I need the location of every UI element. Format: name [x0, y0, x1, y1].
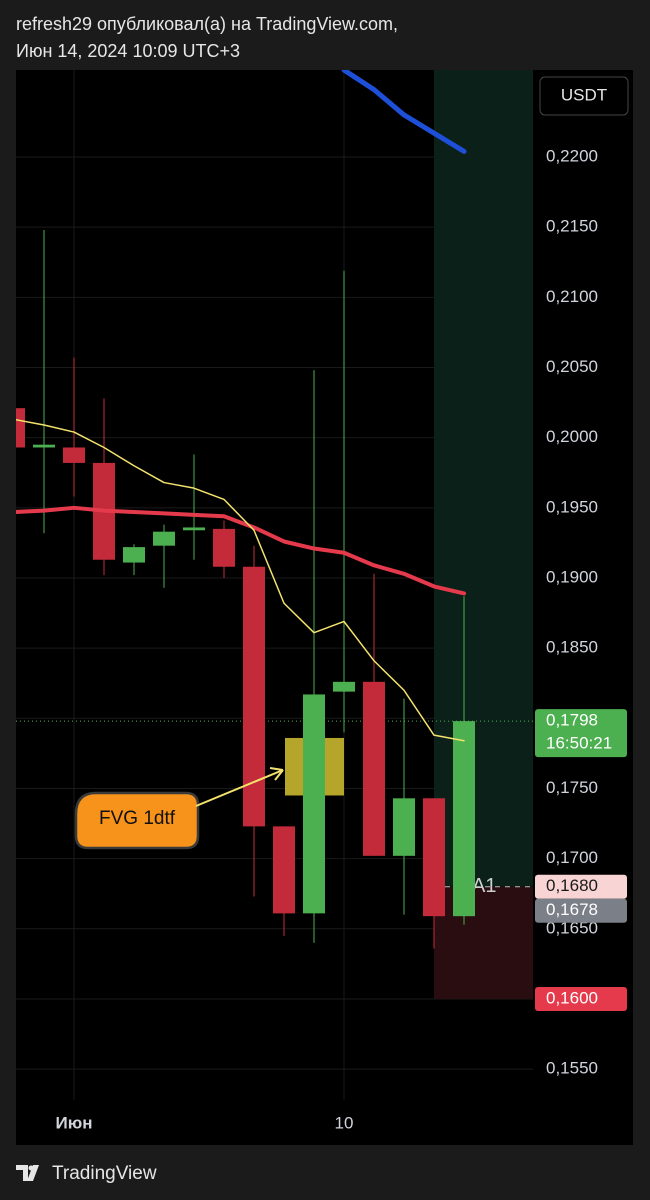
chart-frame — [16, 70, 633, 1145]
candle-body — [183, 527, 205, 531]
candle-body — [453, 721, 475, 917]
y-tick-label: 0,2200 — [546, 146, 598, 165]
level-label: A1 — [472, 875, 496, 897]
x-tick-label: Июн — [55, 1113, 92, 1132]
y-tick-label: 0,2150 — [546, 217, 598, 236]
date-line: Июн 14, 2024 10:09 UTC+3 — [16, 41, 240, 61]
profit-zone — [434, 70, 533, 887]
logo-dot — [28, 1165, 34, 1171]
ma-line — [16, 419, 465, 742]
brand: TradingView — [52, 1163, 157, 1184]
ma-line — [341, 70, 467, 154]
y-tick-label: 0,2100 — [546, 287, 598, 306]
price-tag — [535, 898, 627, 923]
x-tick-label: 10 — [335, 1113, 354, 1132]
candle-body — [16, 408, 25, 448]
price-tag-label: 0,1798 — [546, 711, 598, 730]
candle-body — [123, 547, 145, 563]
ma-line — [16, 505, 466, 596]
y-tick-label: 0,1700 — [546, 848, 598, 867]
y-tick-label: 0,2050 — [546, 357, 598, 376]
y-tick-label: 0,1750 — [546, 778, 598, 797]
y-tick-label: 0,1650 — [546, 918, 598, 937]
price-tag-countdown: 16:50:21 — [546, 734, 612, 753]
arrow-head — [269, 767, 284, 781]
candle-body — [333, 681, 355, 692]
candle-body — [33, 444, 55, 448]
candle-body — [303, 694, 325, 914]
candle-body — [63, 447, 85, 463]
candle-body — [213, 528, 235, 567]
currency-box — [539, 76, 629, 116]
annotation-text: FVG 1dtf — [99, 808, 176, 829]
candle-body — [153, 531, 175, 546]
price-tag — [535, 874, 627, 899]
annotation-arrow — [195, 769, 284, 807]
y-tick-label: 0,2000 — [546, 427, 598, 446]
plot: A1 0,2200 0,2150 0,2100 0,2050 0,2000 0,1950 0,… — [16, 70, 627, 1132]
price-tag-label: 0,1678 — [546, 900, 598, 919]
loss-zone — [434, 886, 533, 999]
price-tag — [535, 709, 627, 758]
logo — [16, 1165, 39, 1181]
y-tick-label: 0,1900 — [546, 567, 598, 586]
plot-area: A1 — [16, 70, 533, 1100]
author-line: refresh29 опубликовал(а) на TradingView.… — [16, 14, 398, 34]
price-tag-label: 0,1600 — [546, 988, 598, 1007]
candle-body — [363, 681, 385, 856]
currency: USDT — [561, 85, 607, 104]
candle-body — [393, 798, 415, 856]
candle-body — [243, 566, 265, 827]
y-tick-label: 0,1850 — [546, 638, 598, 657]
annotation-bubble — [74, 791, 200, 850]
price-tag-label: 0,1680 — [546, 876, 598, 895]
y-tick-label: 0,1550 — [546, 1059, 598, 1078]
candle-body — [273, 826, 295, 914]
y-tick-label: 0,1950 — [546, 497, 598, 516]
price-tag — [535, 986, 627, 1011]
candle-body — [423, 798, 445, 917]
